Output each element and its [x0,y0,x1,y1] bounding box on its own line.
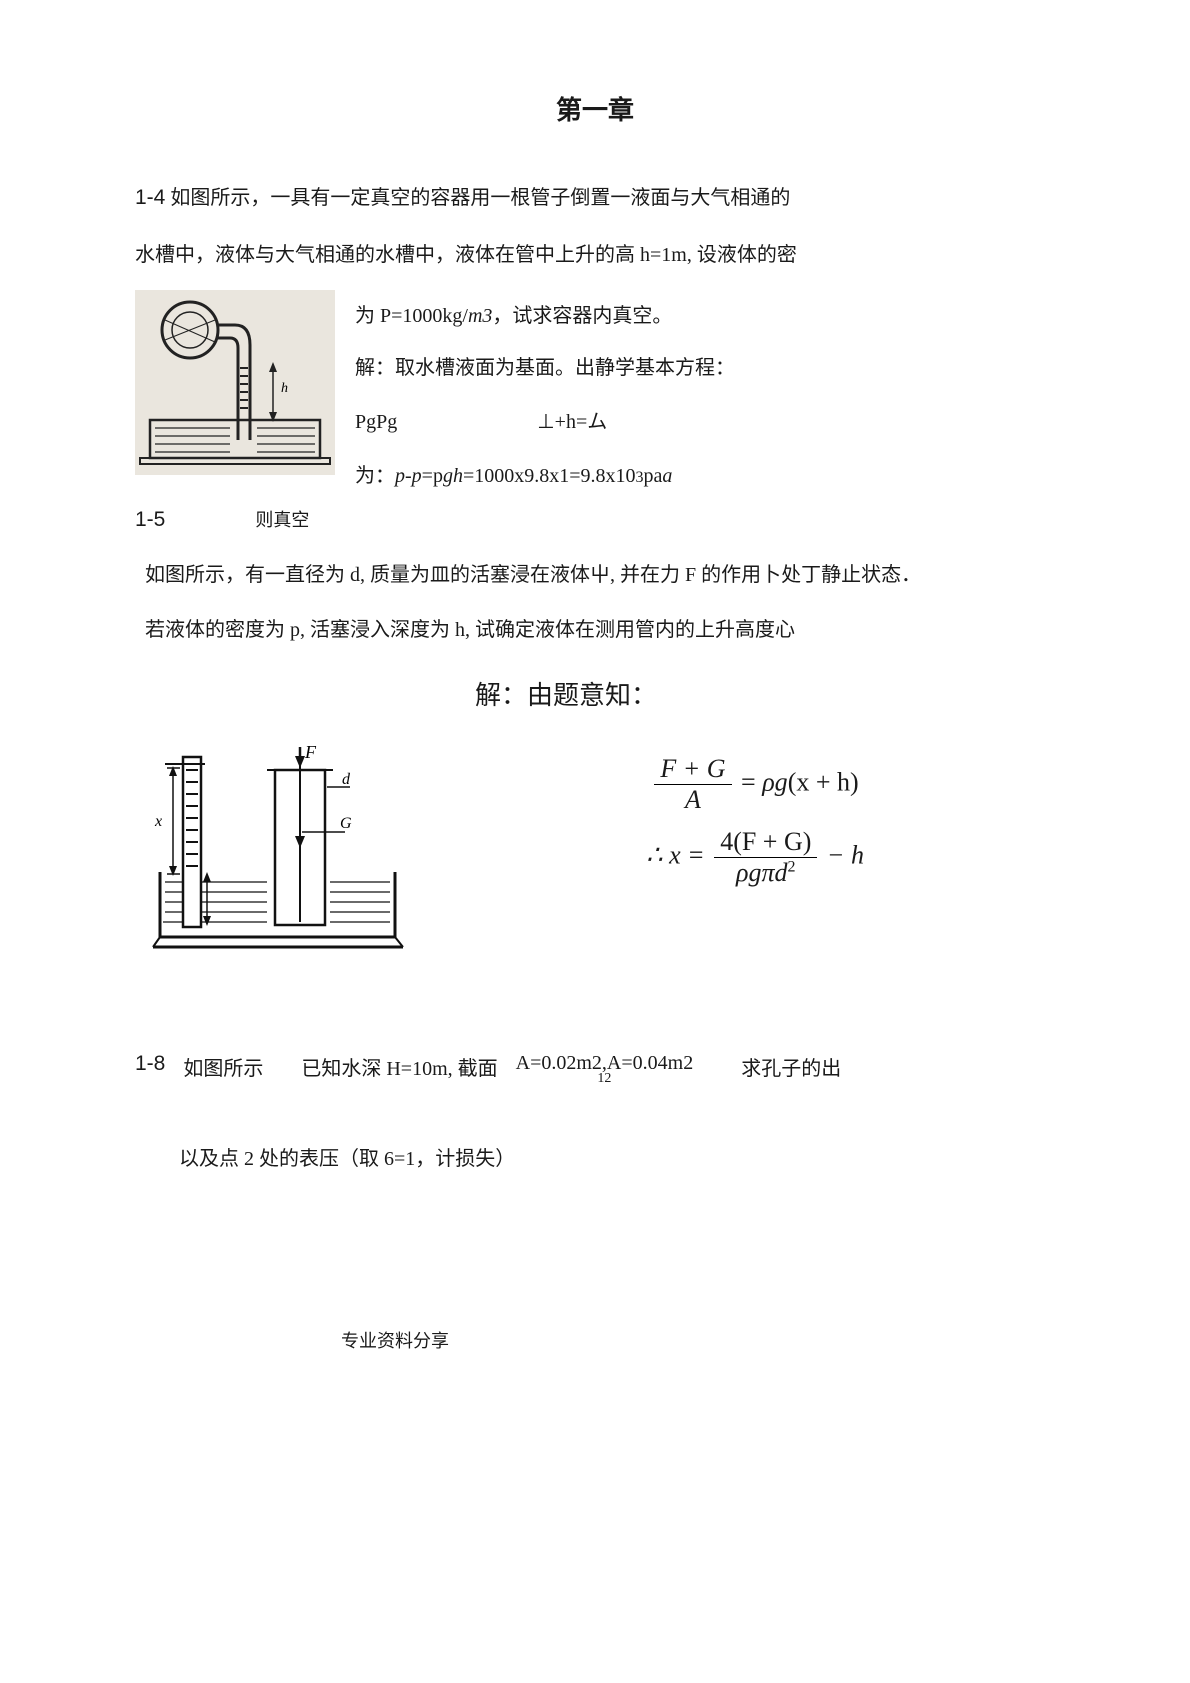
p1-4-r3: PgPg ⊥+h=ム [355,396,1055,448]
eq2-pre: ∴ x = [646,840,705,869]
p1-5-label-row: 1-5 则真空 [135,506,1055,532]
svg-text:F: F [304,742,317,762]
text: 为： [355,465,395,487]
text: P=1000kg/ [380,305,468,327]
svg-text:G: G [340,815,352,832]
eq1-rhs-b: (x + h) [788,767,859,796]
text: =p [422,465,443,487]
p1-4-r4: 为：p-p=pgh=1000x9.8x1=9.8x103paa [355,450,1055,502]
p1-5-line1: 如图所示，有一直径为 d, 质量为皿的活塞浸在液体屮, 并在力 F 的作用卜处丁… [145,550,1055,600]
eq2-den-c: d [775,858,788,887]
p1-5-sol-intro: 解：由题意知： [475,675,1055,712]
svg-text:h: h [281,381,288,396]
p1-8-label: 1-8 [135,1052,165,1076]
p1-8-c3: A=0.02m2,A=0.04m2 12 [516,1052,694,1087]
text: 3 [636,469,644,486]
equation-2: ∴ x = 4(F + G) ρgπd2 − h [455,827,1055,888]
eq2-rhs: − h [827,840,864,869]
svg-text:d: d [342,771,351,788]
p1-4-intro: 1-4 如图所示，一具有一定真空的容器用一根管子倒置一液面与大气相通的 [135,172,1055,225]
p1-4-line1: 如图所示，一具有一定真空的容器用一根管子倒置一液面与大气相通的 [165,187,790,209]
text: gh [443,465,463,487]
eq2-num: 4(F + G) [714,827,817,858]
p1-4-label: 1-4 [135,186,165,209]
text: a [662,465,672,487]
p1-8-row: 1-8 如图所示 已知水深 H=10m, 截面 A=0.02m2,A=0.04m… [135,1052,1055,1087]
page-footer: 专业资料分享 [0,1327,1190,1353]
chapter-title: 第一章 [135,90,1055,127]
p1-5-label: 1-5 [135,508,165,532]
eq1-rhs-a: ρg [762,767,787,796]
p1-8-c1: 如图所示 [183,1052,263,1081]
text: ，试求容器内真空。 [492,305,672,327]
equation-1: F + G A = ρg(x + h) [455,754,1055,815]
text: 为 [355,305,380,327]
eq2-den-a: ρg [736,858,761,887]
eq2-den-sup: 2 [788,858,796,875]
p1-4-r2: 解：取水槽液面为基面。出静学基本方程： [355,342,1055,394]
svg-text:x: x [154,813,162,830]
text: ⊥+h=ム [537,396,607,448]
p1-5-label-right: 则真空 [255,506,309,532]
text: PgPg [355,396,397,448]
text: =1000x9.8x1=9.8x10 [463,465,636,487]
p1-4-line2: 水槽中，液体与大气相通的水槽中，液体在管中上升的高 h=1m, 设液体的密 [135,230,1055,280]
p1-8-line2: 以及点 2 处的表压（取 6=1，计损失） [179,1142,1055,1171]
text: p-p [395,465,422,487]
p1-8-c4: 求孔子的出 [741,1052,841,1081]
p1-4-r1: 为 P=1000kg/m3，试求容器内真空。 [355,290,1055,342]
p1-5-line2: 若液体的密度为 p, 活塞浸入深度为 h, 试确定液体在测用管内的上升高度心 [145,605,1055,655]
eq2-den-b: π [762,858,775,887]
eq1-num: F + G [654,754,731,785]
figure-1-4: h [135,290,335,502]
text: pa [644,465,663,487]
eq1-den: A [654,785,731,815]
figure-1-5: F d G x [135,742,395,962]
text: m3 [468,305,492,327]
p1-8-c2: 已知水深 H=10m, 截面 [301,1052,497,1081]
